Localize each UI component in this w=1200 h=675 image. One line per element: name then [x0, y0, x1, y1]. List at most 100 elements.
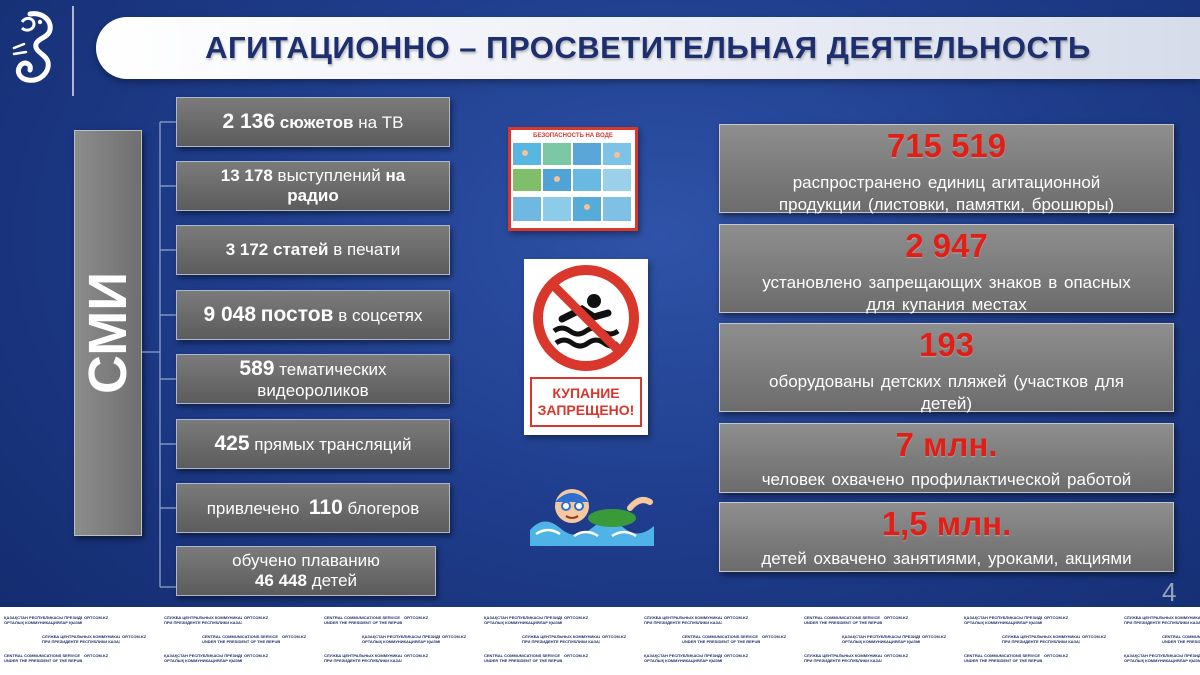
- stat-card-desc-line1: детей охвачено занятиями, уроками, акция…: [761, 548, 1132, 568]
- footer-watermark: ҚАЗАҚСТАН РЕСПУБЛИКАСЫ ПРЕЗИДЕНТІ ЖАНЫНД…: [0, 607, 1200, 675]
- footer-watermark-text: ORTCOM.KZ: [564, 615, 589, 620]
- stat-card-leaflets: 715 519 распространено единиц агитационн…: [719, 124, 1174, 214]
- footer-watermark-text: ORTCOM.KZ: [884, 615, 909, 620]
- stat-number: 46 448: [254, 571, 307, 590]
- stat-number: 425: [214, 431, 250, 455]
- media-stat-bloggers: привлечено 110 блогеров: [176, 483, 450, 533]
- stat-number: 589: [239, 357, 275, 381]
- footer-watermark-text: ORTCOM.KZ: [442, 634, 467, 639]
- stat-card-signs: 2 947 установлено запрещающих знаков в о…: [719, 224, 1174, 314]
- poster-illustrations-icon: [513, 143, 631, 221]
- stat-card-desc-line2: детей): [920, 393, 973, 413]
- sign-caption: КУПАНИЕ ЗАПРЕЩЕНО!: [530, 377, 642, 427]
- media-category-label: СМИ: [74, 130, 142, 536]
- media-stat-tv: 2 136 сюжетов на ТВ: [176, 97, 450, 147]
- media-stat-swimming: обучено плаванию 46 448 детей: [176, 546, 436, 596]
- footer-watermark-text: ҚАЗАҚСТАН РЕСПУБЛИКАСЫ ПРЕЗИДЕНТІ ЖАНЫНД…: [644, 653, 722, 663]
- footer-watermark-text: ҚАЗАҚСТАН РЕСПУБЛИКАСЫ ПРЕЗИДЕНТІ ЖАНЫНД…: [164, 653, 242, 663]
- footer-watermark-text: ORTCOM.KZ: [724, 615, 749, 620]
- media-stat-radio: 13 178 выступлений на радио: [176, 161, 450, 211]
- stat-number: 3 172: [225, 240, 269, 260]
- stat-tail: в печати: [333, 240, 401, 260]
- stat-unit: выступлений: [277, 166, 381, 186]
- page-title: АГИТАЦИОННО – ПРОСВЕТИТЕЛЬНАЯ ДЕЯТЕЛЬНОС…: [205, 30, 1091, 65]
- stat-card-desc-line1: распространено единиц агитационной: [792, 172, 1101, 192]
- stat-card-beaches: 193 оборудованы детских пляжей (участков…: [719, 323, 1174, 413]
- stat-tail: блогеров: [347, 498, 420, 518]
- footer-watermark-text: ҚАЗАҚСТАН РЕСПУБЛИКАСЫ ПРЕЗИДЕНТІ ЖАНЫНД…: [1124, 653, 1200, 663]
- stat-card-desc-line1: человек охвачено профилактической работо…: [761, 469, 1132, 489]
- footer-watermark-text: ORTCOM.KZ: [282, 634, 307, 639]
- stat-number: 13 178: [220, 166, 273, 186]
- footer-watermark-text: ORTCOM.KZ: [564, 653, 589, 658]
- footer-watermark-text: ҚАЗАҚСТАН РЕСПУБЛИКАСЫ ПРЕЗИДЕНТІ ЖАНЫНД…: [484, 615, 562, 625]
- footer-watermark-text: ORTCOM.KZ: [84, 653, 109, 658]
- footer-watermark-text: ORTCOM.KZ: [244, 615, 269, 620]
- sign-caption-line1: КУПАНИЕ: [552, 385, 620, 402]
- media-stat-videos: 589 тематических видеороликов: [176, 354, 450, 404]
- footer-watermark-text: ORTCOM.KZ: [724, 653, 749, 658]
- stat-unit: тематических: [279, 360, 387, 380]
- bracket-connector: [142, 121, 176, 588]
- page-number: 4: [1162, 577, 1177, 607]
- stat-unit: статей: [273, 240, 329, 260]
- footer-watermark-text: ORTCOM.KZ: [922, 634, 947, 639]
- stat-card-desc-line1: установлено запрещающих знаков в опасных: [762, 272, 1131, 292]
- stat-line2: видеороликов: [257, 381, 369, 401]
- stat-card-desc-line2: продукции (листовки, памятки, брошюры): [778, 194, 1115, 214]
- media-category-text: СМИ: [78, 271, 138, 395]
- stat-card-people: 7 млн. человек охвачено профилактической…: [719, 423, 1174, 493]
- footer-watermark-text: ORTCOM.KZ: [1044, 615, 1069, 620]
- stat-line1: обучено плаванию: [232, 551, 380, 571]
- stat-number: 110: [308, 495, 343, 519]
- stat-tail: детей: [311, 571, 358, 590]
- stat-card-number: 1,5 млн.: [881, 505, 1012, 542]
- poster-title: БЕЗОПАСНОСТЬ НА ВОДЕ: [533, 133, 613, 139]
- footer-watermark-text: ҚАЗАҚСТАН РЕСПУБЛИКАСЫ ПРЕЗИДЕНТІ ЖАНЫНД…: [964, 615, 1042, 625]
- footer-watermark-text: ORTCOM.KZ: [404, 615, 429, 620]
- stat-tail: в соцсетях: [338, 305, 423, 325]
- stat-card-number: 715 519: [886, 127, 1007, 164]
- stat-card-number: 2 947: [905, 227, 988, 264]
- stat-lead: привлечено: [206, 498, 300, 518]
- stat-unit: сюжетов: [279, 112, 354, 132]
- title-banner: АГИТАЦИОННО – ПРОСВЕТИТЕЛЬНАЯ ДЕЯТЕЛЬНОС…: [96, 17, 1200, 79]
- footer-pattern: ҚАЗАҚСТАН РЕСПУБЛИКАСЫ ПРЕЗИДЕНТІ ЖАНЫНД…: [4, 615, 1200, 671]
- footer-watermark-text: ORTCOM.KZ: [244, 653, 269, 658]
- stat-tail: прямых трансляций: [254, 434, 412, 454]
- water-safety-poster: БЕЗОПАСНОСТЬ НА ВОДЕ: [508, 127, 638, 231]
- media-stat-print: 3 172 статей в печати: [176, 225, 450, 275]
- logo-divider: [72, 6, 74, 96]
- media-stat-broadcasts: 425 прямых трансляций: [176, 419, 450, 469]
- footer-watermark-text: ORTCOM.KZ: [84, 615, 109, 620]
- stat-unit: постов: [260, 302, 334, 326]
- footer-watermark-text: ORTCOM.KZ: [602, 634, 627, 639]
- footer-watermark-text: ҚАЗАҚСТАН РЕСПУБЛИКАСЫ ПРЕЗИДЕНТІ ЖАНЫНД…: [842, 634, 920, 644]
- footer-watermark-text: ORTCOM.KZ: [122, 634, 147, 639]
- footer-watermark-text: ҚАЗАҚСТАН РЕСПУБЛИКАСЫ ПРЕЗИДЕНТІ ЖАНЫНД…: [362, 634, 440, 644]
- footer-watermark-text: ORTCOM.KZ: [762, 634, 787, 639]
- media-stat-social: 9 048 постов в соцсетях: [176, 290, 450, 340]
- footer-watermark-text: ORTCOM.KZ: [884, 653, 909, 658]
- stat-card-number: 193: [918, 326, 975, 363]
- snow-leopard-logo-icon: [12, 11, 53, 83]
- stat-tail: на: [385, 166, 406, 186]
- footer-watermark-text: ORTCOM.KZ: [1082, 634, 1107, 639]
- stat-number: 2 136: [222, 109, 276, 133]
- stat-card-desc-line2: для купания местах: [866, 294, 1027, 314]
- stat-card-children: 1,5 млн. детей охвачено занятиями, урока…: [719, 502, 1174, 572]
